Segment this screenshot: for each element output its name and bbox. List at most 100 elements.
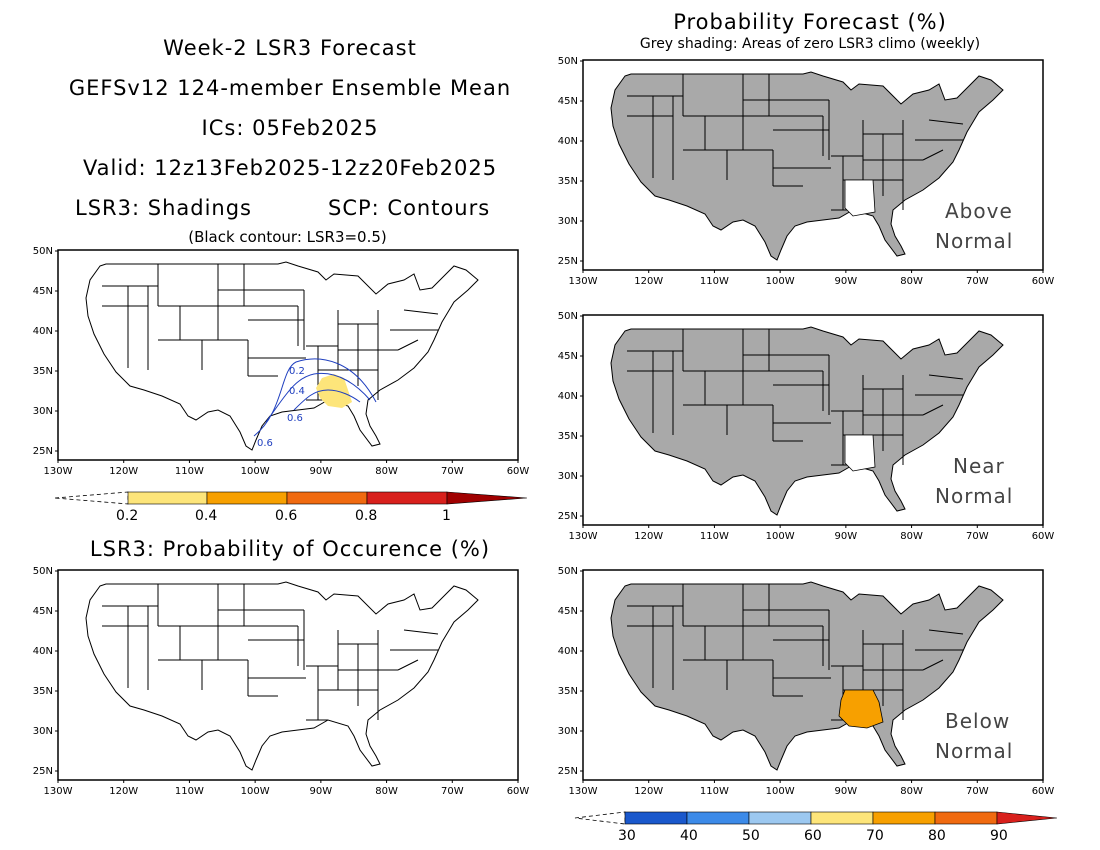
lon-tick-label: 120W — [634, 276, 663, 287]
lat-tick-label: 30N — [558, 726, 578, 737]
lat-tick-label: 25N — [33, 766, 53, 777]
above-label-1: Above — [945, 199, 1013, 223]
lat-tick-label: 35N — [33, 366, 53, 377]
prob-cb-label-1: 40 — [680, 828, 698, 844]
lat-tick-label: 50N — [558, 56, 578, 67]
lon-tick-label: 70W — [966, 786, 989, 797]
occurrence-map: 50N 45N 40N 35N 30N 25N 130W 120W 110W 100W 90W 80… — [33, 566, 530, 797]
lat-tick-label: 40N — [33, 646, 53, 657]
contour-label-0.4: 0.4 — [289, 386, 305, 397]
lon-tick-label: 70W — [441, 466, 464, 477]
lon-tick-label: 90W — [310, 466, 333, 477]
lat-tick-label: 45N — [33, 606, 53, 617]
lon-tick-label: 110W — [700, 531, 729, 542]
lon-tick-label: 80W — [375, 786, 398, 797]
lon-tick-label: 100W — [766, 786, 795, 797]
lon-tick-label: 80W — [900, 786, 923, 797]
below-normal-map: Below Normal 50N 45N 40N 35N 30N 25N 130W 120W… — [558, 566, 1055, 797]
lsr-cb-label-3: 0.8 — [355, 508, 377, 524]
lon-tick-label: 130W — [44, 786, 73, 797]
contour-0.4 — [265, 372, 371, 423]
lsr-swatch-1 — [127, 491, 208, 505]
lat-tick-label: 40N — [558, 391, 578, 402]
lat-tick-label: 40N — [558, 646, 578, 657]
lon-tick-label: 70W — [441, 786, 464, 797]
lon-tick-label: 100W — [241, 786, 270, 797]
lon-tick-label: 60W — [507, 466, 530, 477]
lsr-swatch-4 — [366, 491, 448, 505]
lon-tick-label: 100W — [766, 531, 795, 542]
lon-tick-label: 100W — [241, 466, 270, 477]
lsr-cb-label-0: 0.2 — [116, 508, 138, 524]
lon-tick-label: 90W — [835, 276, 858, 287]
below-label-2: Normal — [935, 739, 1013, 763]
lsr3-shading-map: 0.2 0.4 0.6 0.6 50N 45N 40N 35N 30N 25N 130W 1… — [33, 246, 530, 477]
lon-tick-label: 130W — [569, 276, 598, 287]
lat-tick-label: 40N — [33, 326, 53, 337]
lon-tick-label: 60W — [1032, 786, 1055, 797]
header-title: Week-2 LSR3 Forecast — [163, 36, 417, 60]
lon-tick-label: 130W — [44, 466, 73, 477]
lon-tick-label: 120W — [109, 466, 138, 477]
lon-tick-label: 70W — [966, 531, 989, 542]
lon-tick-label: 80W — [900, 276, 923, 287]
contour-label-0.6b: 0.6 — [257, 438, 273, 449]
above-normal-map: Above Normal 50N 45N 40N 35N 30N 25N 130W 120W… — [558, 56, 1055, 287]
lat-tick-label: 50N — [558, 566, 578, 577]
contour-label-0.2: 0.2 — [289, 366, 305, 377]
lsr-cb-label-4: 1 — [442, 508, 451, 524]
header-shadings: LSR3: Shadings — [75, 196, 252, 220]
lon-tick-label: 130W — [569, 786, 598, 797]
below-prob-area — [838, 689, 884, 729]
lon-tick-label: 100W — [766, 276, 795, 287]
lat-tick-label: 35N — [558, 176, 578, 187]
near-label-1: Near — [953, 454, 1005, 478]
lat-tick-label: 50N — [33, 566, 53, 577]
lon-tick-label: 110W — [700, 786, 729, 797]
lat-tick-label: 30N — [558, 471, 578, 482]
header-contours: SCP: Contours — [328, 196, 491, 220]
prob-cb-label-4: 70 — [866, 828, 884, 844]
prob-cb-label-3: 60 — [804, 828, 822, 844]
lon-tick-label: 70W — [966, 276, 989, 287]
lon-tick-label: 120W — [634, 531, 663, 542]
header-note: (Black contour: LSR3=0.5) — [188, 228, 387, 246]
lsr-swatch-3 — [286, 491, 368, 505]
lsr-cb-label-1: 0.4 — [195, 508, 217, 524]
prob-cb-label-0: 30 — [618, 828, 636, 844]
lon-tick-label: 110W — [700, 276, 729, 287]
near-label-2: Normal — [935, 484, 1013, 508]
lat-tick-label: 25N — [558, 511, 578, 522]
lon-tick-label: 60W — [1032, 531, 1055, 542]
lat-tick-label: 30N — [558, 216, 578, 227]
above-label-2: Normal — [935, 229, 1013, 253]
lsr3-shading-area — [316, 374, 352, 408]
prob-cb-label-5: 80 — [928, 828, 946, 844]
lat-tick-label: 35N — [33, 686, 53, 697]
prob-title: Probability Forecast (%) — [673, 10, 947, 34]
lat-tick-label: 25N — [558, 766, 578, 777]
lat-tick-label: 30N — [33, 406, 53, 417]
lsr3-colorbar: 0.2 0.4 0.6 0.8 1 — [54, 491, 528, 524]
lat-tick-label: 30N — [33, 726, 53, 737]
lat-tick-label: 40N — [558, 136, 578, 147]
lat-tick-label: 35N — [558, 686, 578, 697]
header-model: GEFSv12 124-member Ensemble Mean — [68, 76, 512, 100]
lon-tick-label: 120W — [109, 786, 138, 797]
lat-tick-label: 45N — [558, 606, 578, 617]
lon-tick-label: 90W — [310, 786, 333, 797]
lon-tick-label: 60W — [507, 786, 530, 797]
contour-0.2 — [253, 358, 377, 437]
lon-tick-label: 80W — [375, 466, 398, 477]
lon-tick-label: 60W — [1032, 276, 1055, 287]
occurrence-title: LSR3: Probability of Occurence (%) — [89, 537, 491, 561]
near-normal-map: Near Normal 50N 45N 40N 35N 30N 25N 130W 120W 1… — [558, 311, 1055, 542]
lat-tick-label: 45N — [558, 351, 578, 362]
contour-0.6 — [293, 389, 361, 411]
lat-tick-label: 50N — [33, 246, 53, 257]
lat-tick-label: 35N — [558, 431, 578, 442]
lon-tick-label: 120W — [634, 786, 663, 797]
lat-tick-label: 25N — [33, 446, 53, 457]
lat-tick-label: 45N — [33, 286, 53, 297]
lon-tick-label: 130W — [569, 531, 598, 542]
